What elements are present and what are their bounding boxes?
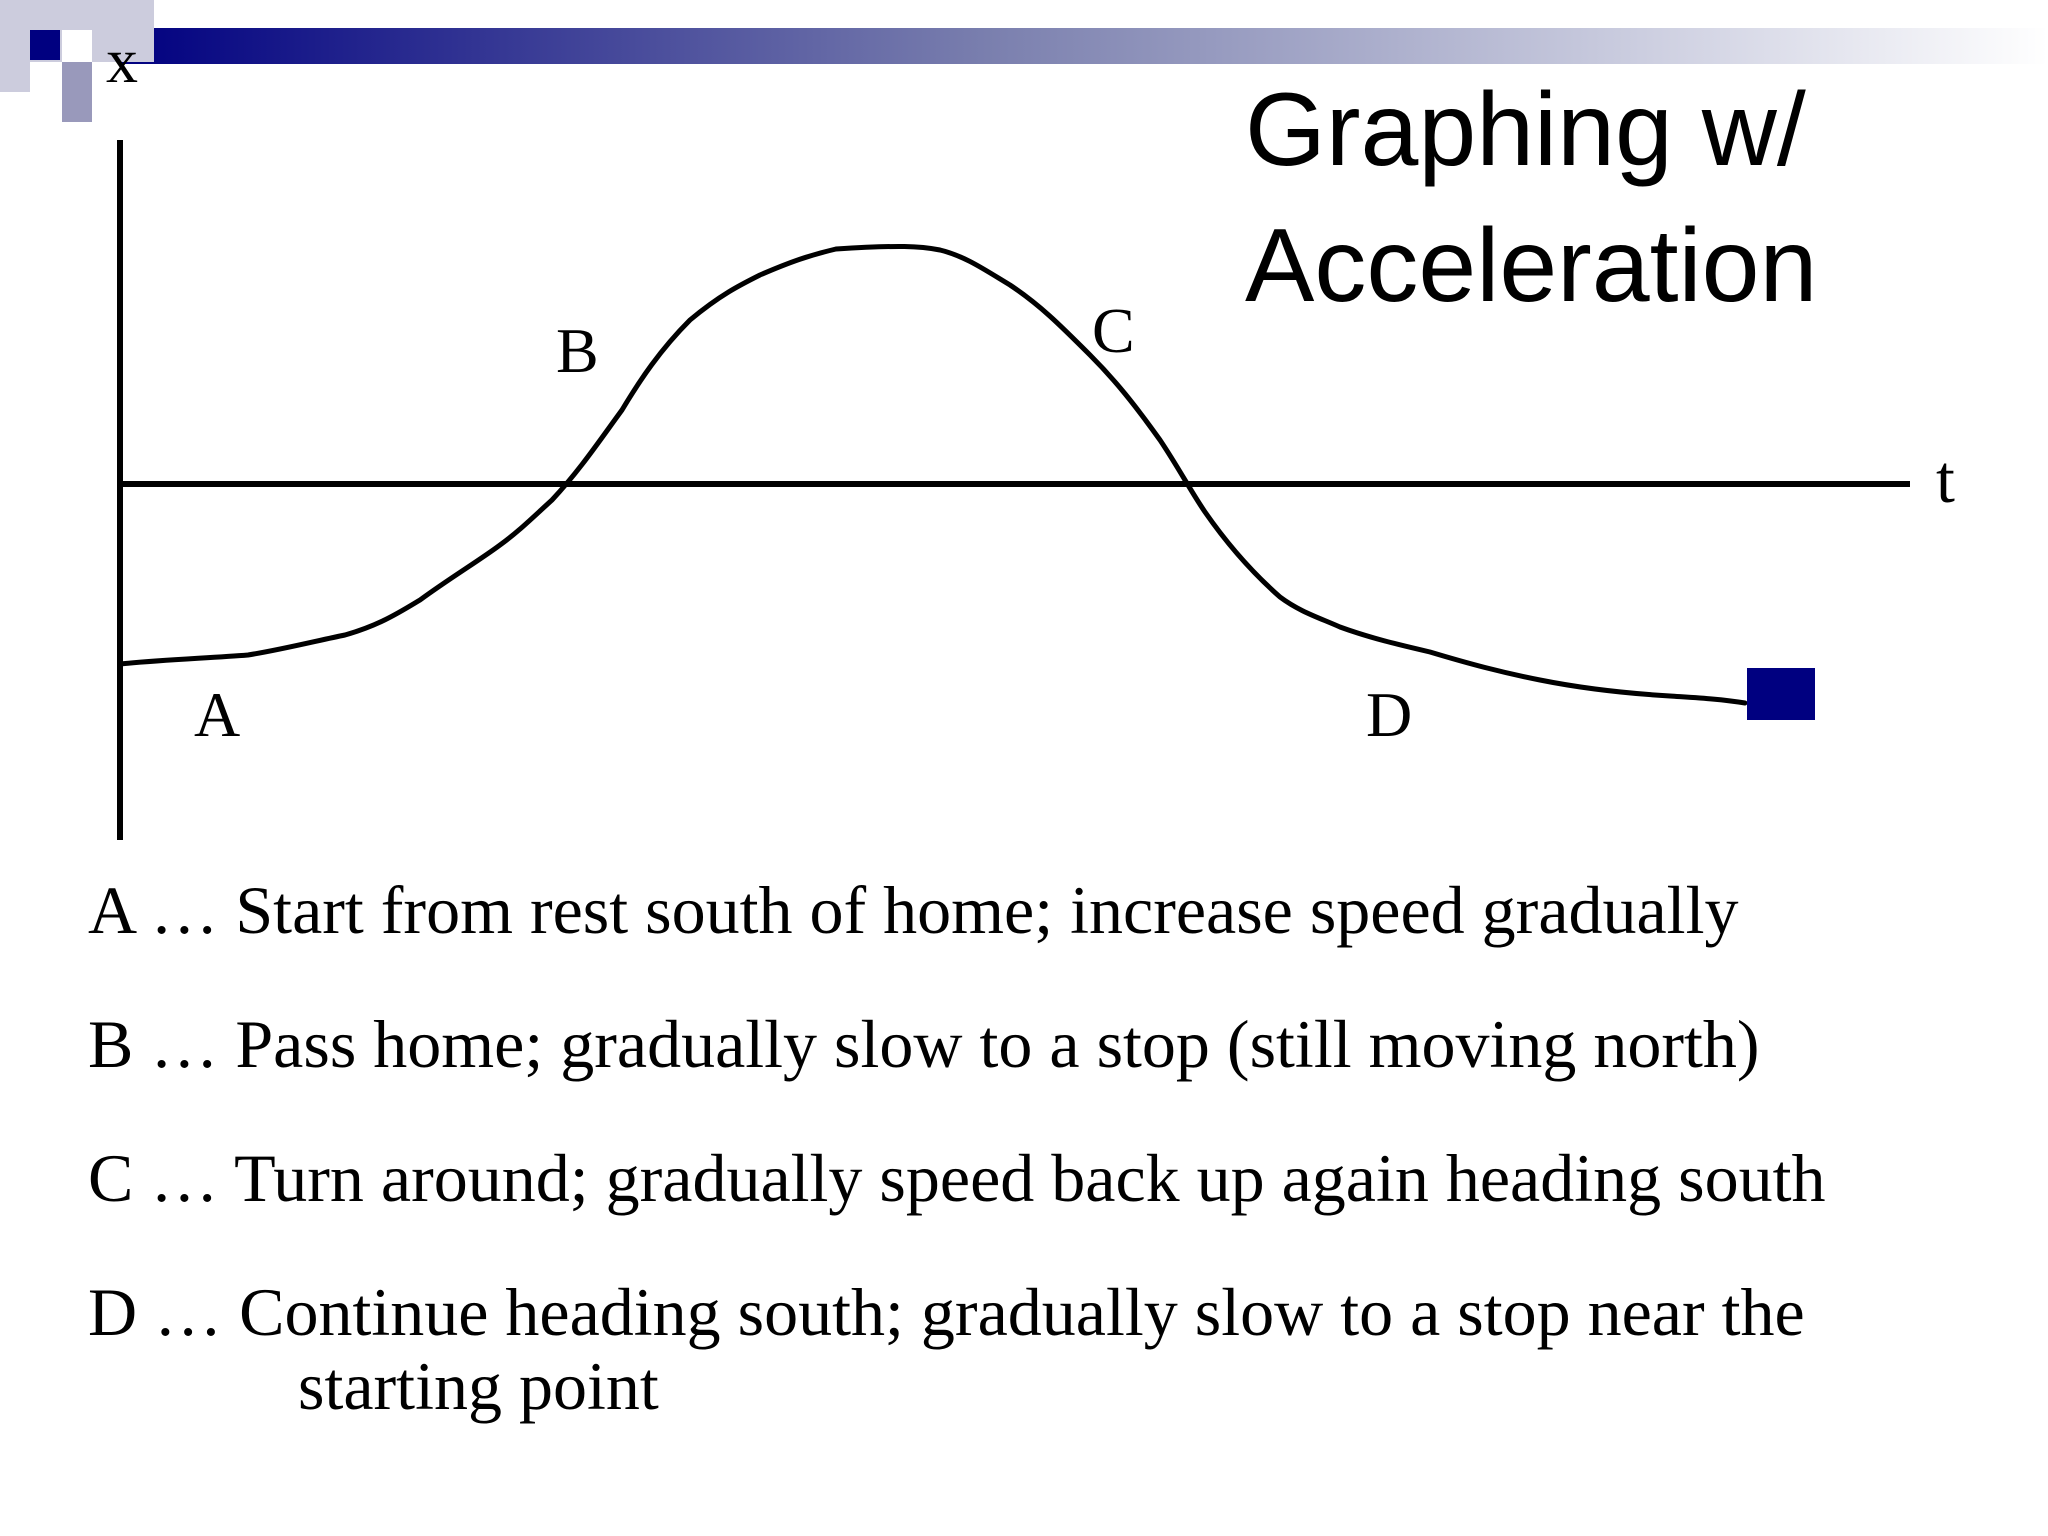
motion-step-c: C … Turn around; gradually speed back up… xyxy=(88,1138,2028,1218)
point-label-b: B xyxy=(556,315,599,386)
motion-step-text: C … Turn around; gradually speed back up… xyxy=(88,1140,1826,1216)
decor-square xyxy=(62,62,92,122)
point-label-a: A xyxy=(194,679,240,750)
motion-steps-list: A … Start from rest south of home; incre… xyxy=(88,870,2028,1480)
slide-title-line-2: Acceleration xyxy=(1245,208,1818,324)
position-time-graph: x t A B C D xyxy=(106,25,1955,840)
point-label-c: C xyxy=(1092,295,1135,366)
motion-step-text: D … Continue heading south; gradually sl… xyxy=(88,1274,1805,1350)
motion-step-text: B … Pass home; gradually slow to a stop … xyxy=(88,1006,1760,1082)
t-axis-label: t xyxy=(1936,441,1955,517)
motion-step-b: B … Pass home; gradually slow to a stop … xyxy=(88,1004,2028,1084)
decor-square xyxy=(120,0,152,28)
square-marker-icon xyxy=(1747,668,1815,720)
position-curve xyxy=(117,243,1748,706)
slide-header-decoration xyxy=(0,0,2048,122)
decor-square xyxy=(30,30,60,60)
motion-step-d: D … Continue heading south; gradually sl… xyxy=(88,1272,2028,1426)
motion-step-text: A … Start from rest south of home; incre… xyxy=(88,872,1739,948)
decor-square xyxy=(0,62,30,92)
motion-step-a: A … Start from rest south of home; incre… xyxy=(88,870,2028,950)
slide-title: Graphing w/ Acceleration xyxy=(1245,62,2025,334)
point-label-d: D xyxy=(1366,679,1412,750)
decor-square xyxy=(62,0,92,30)
x-axis-label: x xyxy=(106,25,138,96)
header-gradient-bar xyxy=(120,28,2048,64)
motion-step-continuation: starting point xyxy=(298,1348,659,1424)
slide-title-line-1: Graphing w/ xyxy=(1245,72,1806,188)
